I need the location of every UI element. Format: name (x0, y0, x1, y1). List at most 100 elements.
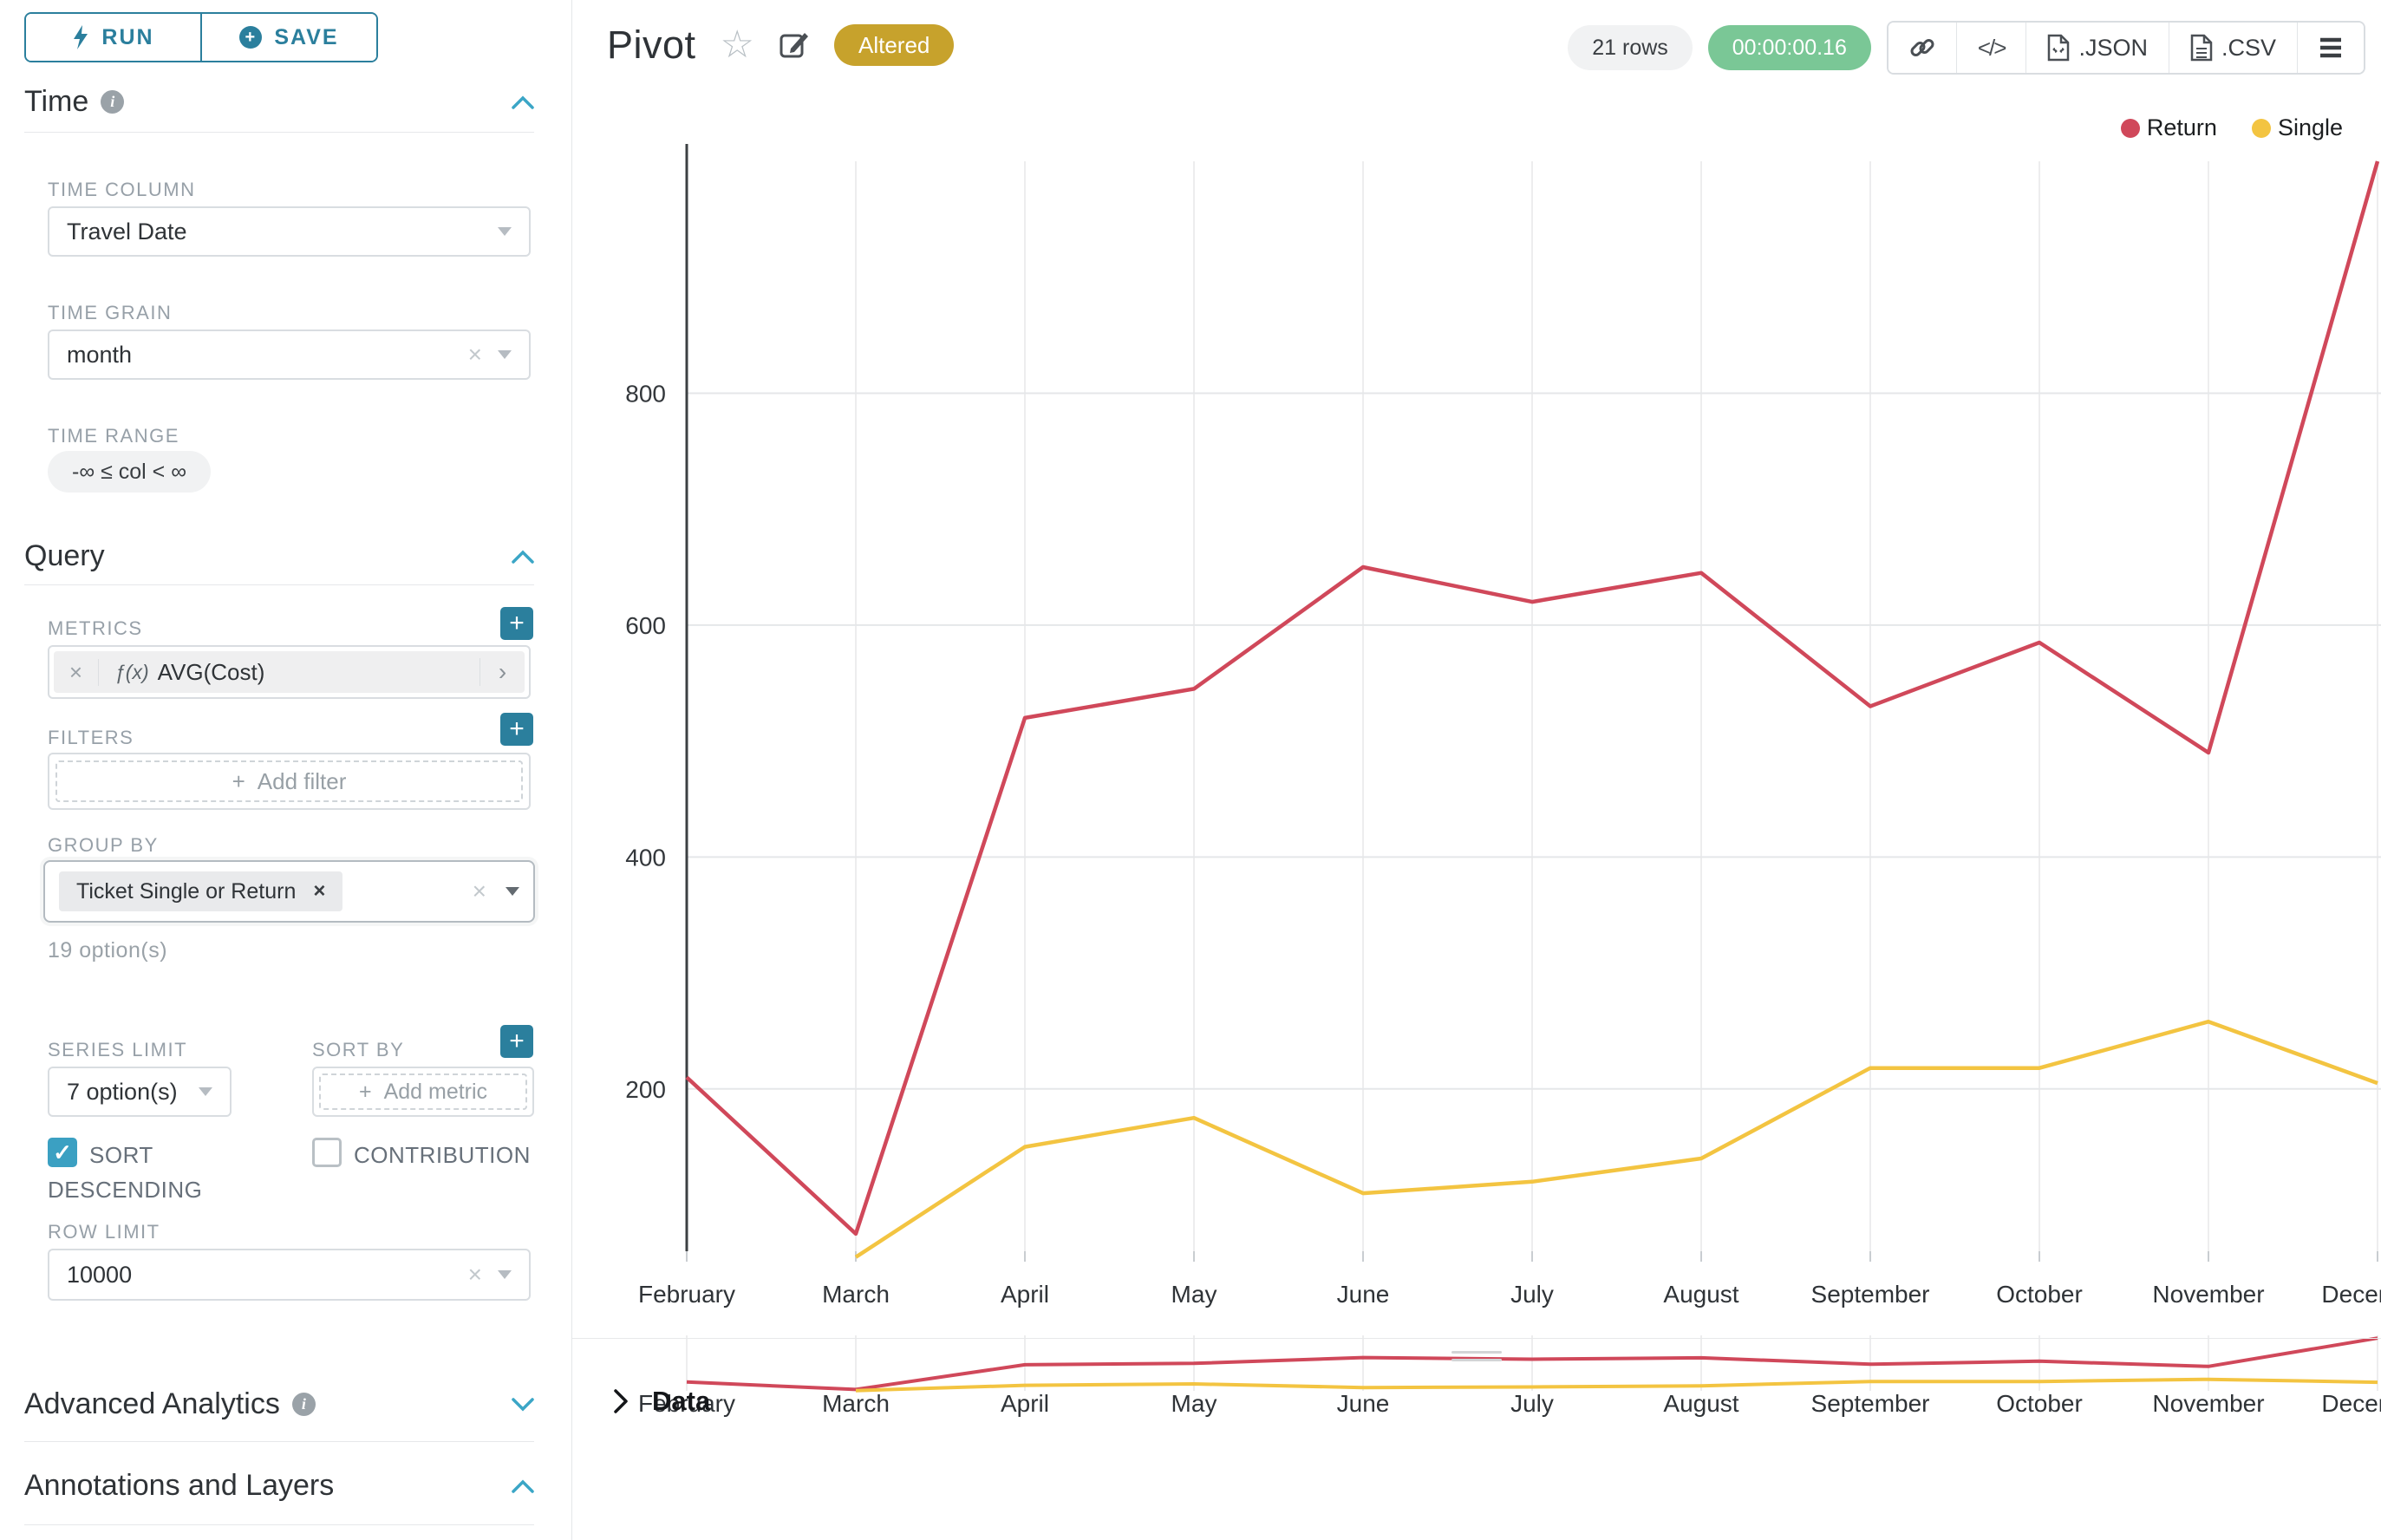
y-axis-tick-label: 200 (625, 1076, 666, 1103)
series-limit-value: 7 option(s) (67, 1078, 178, 1105)
query-section-header[interactable]: Query (24, 539, 534, 573)
x-axis-tick-label: February (638, 1281, 735, 1308)
sort-by-label: SORT BY (312, 1039, 405, 1060)
metrics-box: × ƒ(x) AVG(Cost) › (48, 645, 531, 699)
edit-icon[interactable] (779, 29, 810, 61)
add-filter-text: Add filter (257, 767, 347, 794)
x-axis-labels: February February March March April April May M… (638, 1281, 2381, 1417)
row-limit-select[interactable]: 10000 × (48, 1249, 531, 1301)
minimap-tick-label: September (1811, 1390, 1930, 1417)
series-limit-label: SERIES LIMIT (48, 1039, 188, 1060)
time-section-header[interactable]: Time i (24, 85, 534, 119)
page-title: Pivot (607, 23, 696, 67)
chevron-up-icon[interactable] (512, 95, 534, 109)
group-by-chip[interactable]: Ticket Single or Return × (59, 871, 343, 911)
time-grain-select[interactable]: month × (48, 330, 531, 380)
series-line-return[interactable] (685, 160, 2380, 1237)
plus-icon: + (232, 767, 245, 794)
export-toolbar: </> .JSON .CSV (1886, 21, 2365, 75)
legend-item[interactable]: Single (2251, 114, 2343, 141)
main-chart[interactable]: 200 400 600 800 February February March March Ap… (572, 104, 2381, 1436)
minimap-line-single[interactable] (855, 1377, 2378, 1393)
caret-down-icon (498, 350, 512, 359)
add-sort-metric-button[interactable]: + (500, 1025, 533, 1058)
y-axis-tick-label: 800 (625, 380, 666, 407)
minimap-tick-label: August (1663, 1390, 1738, 1417)
chart-actions: 21 rows 00:00:00.16 </> (1568, 21, 2365, 75)
legend[interactable]: Return Single (2120, 114, 2343, 141)
remove-chip-icon[interactable]: × (313, 879, 326, 903)
favorite-star-icon[interactable]: ☆ (720, 23, 754, 66)
caret-down-icon (498, 1270, 512, 1279)
chevron-right-icon (614, 1389, 628, 1413)
contribution-checkbox[interactable] (312, 1138, 342, 1167)
save-label: SAVE (274, 24, 339, 49)
x-axis-tick-label: March (822, 1281, 890, 1308)
options-hint: 19 option(s) (48, 938, 168, 962)
remove-metric-icon[interactable]: × (54, 658, 99, 686)
info-icon: i (101, 90, 125, 114)
time-range-pill[interactable]: -∞ ≤ col < ∞ (48, 451, 212, 493)
x-axis-tick-label: April (1001, 1281, 1049, 1308)
series-line-single[interactable] (854, 1019, 2378, 1259)
time-section-title: Time (24, 85, 89, 118)
control-sidebar: RUN + SAVE Time i TIME COLUMN Travel Dat… (0, 0, 572, 1540)
add-filter-button[interactable]: + (500, 713, 533, 746)
add-filter-dropzone[interactable]: + Add filter (55, 760, 523, 802)
metric-chip[interactable]: × ƒ(x) AVG(Cost) › (54, 651, 525, 693)
panel-divider (572, 1338, 2381, 1339)
chevron-up-icon[interactable] (512, 550, 534, 564)
series-limit-select[interactable]: 7 option(s) (48, 1067, 232, 1117)
legend-label: Return (2146, 114, 2217, 140)
row-limit-value: 10000 (67, 1261, 133, 1288)
add-sort-metric-dropzone[interactable]: + Add metric (319, 1073, 527, 1110)
annotations-title: Annotations and Layers (24, 1469, 335, 1502)
info-icon: i (291, 1393, 316, 1416)
sort-descending-checkbox[interactable]: ✓ (48, 1138, 77, 1167)
hamburger-menu-icon (2320, 37, 2341, 58)
clear-icon[interactable]: × (467, 1261, 482, 1288)
resize-grip[interactable] (1451, 1351, 1502, 1361)
sort-by-box: + Add metric (312, 1067, 534, 1117)
x-axis-tick-label: July (1510, 1281, 1554, 1308)
expand-metric-icon[interactable]: › (479, 658, 525, 686)
section-divider (24, 132, 534, 133)
sort-descending-control[interactable]: ✓ SORT DESCENDING (48, 1138, 282, 1207)
chart-title-row: Pivot ☆ Altered (607, 23, 955, 68)
annotations-header[interactable]: Annotations and Layers (24, 1469, 534, 1503)
fx-icon: ƒ(x) (114, 660, 149, 683)
altered-badge[interactable]: Altered (834, 24, 955, 66)
data-panel-label: Data (652, 1386, 711, 1416)
embed-code-button[interactable]: </> (1955, 23, 2026, 73)
filters-label: FILTERS (48, 727, 134, 748)
group-by-select[interactable]: Ticket Single or Return × × (43, 860, 535, 923)
add-metric-button[interactable]: + (500, 607, 533, 640)
clear-icon[interactable]: × (472, 878, 486, 904)
minimap-tick-label: June (1337, 1390, 1390, 1417)
data-panel-toggle[interactable]: Data (612, 1386, 710, 1417)
more-menu-button[interactable] (2297, 23, 2364, 73)
minimap-tick-label: March (822, 1390, 890, 1417)
rows-count-pill: 21 rows (1568, 25, 1693, 70)
legend-dot-icon (2120, 118, 2140, 138)
advanced-analytics-header[interactable]: Advanced Analytics i (24, 1387, 534, 1421)
export-csv-button[interactable]: .CSV (2168, 23, 2297, 73)
plus-circle-icon: + (239, 26, 263, 49)
legend-item[interactable]: Return (2120, 114, 2217, 141)
advanced-analytics-title: Advanced Analytics (24, 1387, 280, 1420)
minimap-line-return[interactable] (686, 1336, 2378, 1392)
export-json-button[interactable]: .JSON (2025, 23, 2169, 73)
x-axis-tick-label: May (1171, 1281, 1217, 1308)
time-column-select[interactable]: Travel Date (48, 206, 531, 257)
chevron-down-icon[interactable] (512, 1397, 534, 1412)
chevron-up-icon[interactable] (512, 1479, 534, 1493)
contribution-control[interactable]: CONTRIBUTION (312, 1138, 555, 1172)
x-axis-tick-label: November (2152, 1281, 2264, 1308)
save-button[interactable]: + SAVE (200, 14, 376, 61)
clear-icon[interactable]: × (467, 341, 482, 368)
run-button[interactable]: RUN (26, 14, 200, 61)
time-column-value: Travel Date (67, 218, 187, 245)
section-divider (24, 1441, 534, 1442)
copy-link-button[interactable] (1888, 23, 1956, 73)
